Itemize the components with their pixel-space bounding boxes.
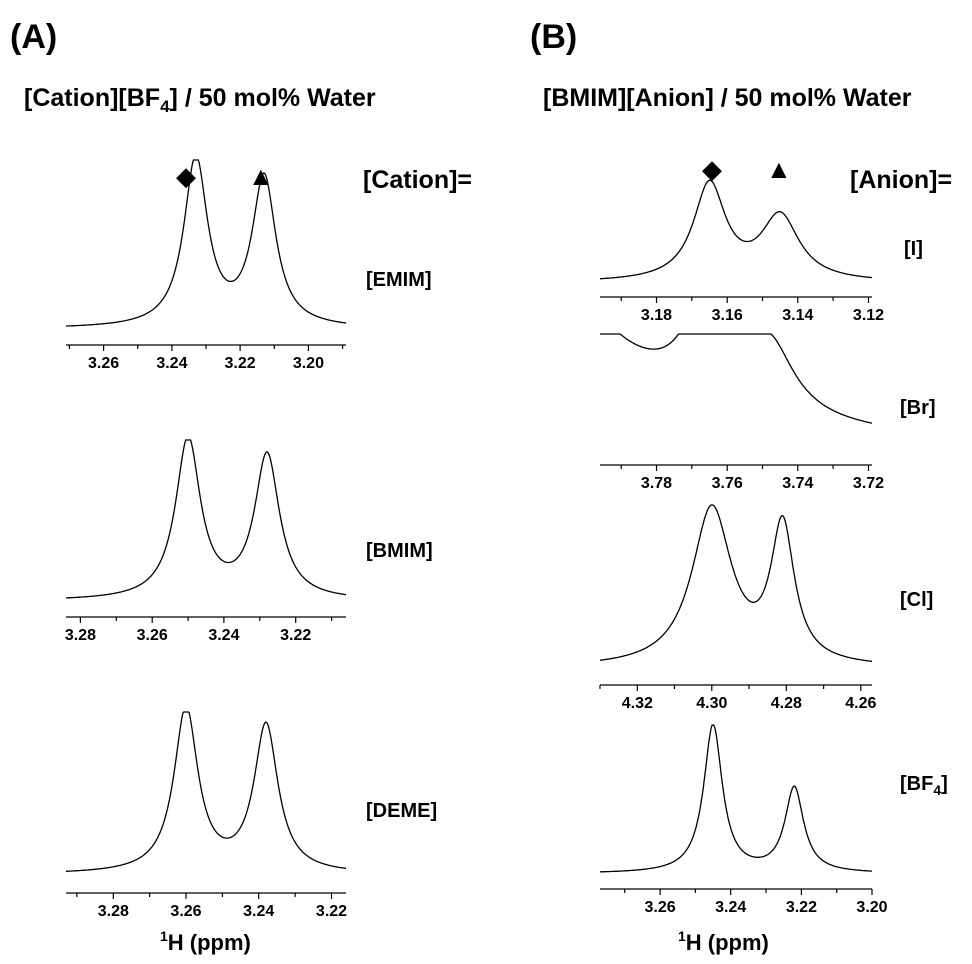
spectrum-emim: 3.26 3.24 3.22 3.20 [65, 159, 347, 372]
spectrum-tetrafluoroborate: 3.26 3.24 3.22 3.20 [599, 724, 888, 916]
tick-label: 3.20 [856, 899, 887, 916]
tick-label: 3.72 [853, 475, 884, 492]
spectrum-bromide: 3.78 3.76 3.74 3.72 [600, 333, 884, 492]
panel-b-x-axis-label: 1H (ppm) [678, 928, 769, 955]
tick-label: 4.28 [771, 695, 802, 712]
tick-label: 3.26 [645, 899, 676, 916]
tick-label: 4.32 [622, 695, 653, 712]
tick-label: 3.24 [208, 627, 239, 644]
spectrum-iodide: 3.18 3.16 3.14 3.12 [599, 179, 884, 324]
tick-label: 3.26 [170, 903, 201, 920]
panel-a-letter: (A) [10, 18, 57, 56]
panel-a-series-header: [Cation]= [363, 166, 472, 194]
spectrum-trace [599, 179, 873, 280]
tick-label: 3.22 [316, 903, 347, 920]
spectrum-trace [600, 333, 873, 424]
panel-b-triangle-marker: ▲ [766, 154, 792, 184]
tick-label: 3.22 [786, 899, 817, 916]
tick-label: 3.24 [715, 899, 746, 916]
spectrum-chloride: 4.32 4.30 4.28 4.26 [599, 504, 876, 712]
tick-label: 4.30 [696, 695, 727, 712]
spectrum-trace [599, 504, 872, 662]
tick-label: 3.28 [65, 627, 96, 644]
tick-label: 3.76 [712, 475, 743, 492]
tick-label: 3.26 [137, 627, 168, 644]
tick-label: 3.24 [243, 903, 274, 920]
tick-label: 3.24 [156, 355, 187, 372]
panel-b-letter: (B) [530, 18, 577, 56]
tick-label: 3.12 [853, 307, 884, 324]
spectrum-trace [65, 159, 347, 327]
tick-label: 3.78 [641, 475, 672, 492]
tick-label: 3.16 [712, 307, 743, 324]
panel-a-triangle-marker: ▲ [248, 161, 274, 191]
sample-label-emim: [EMIM] [366, 269, 432, 291]
tick-label: 3.22 [225, 355, 256, 372]
tick-label: 3.26 [88, 355, 119, 372]
panel-a-x-axis-label: 1H (ppm) [160, 928, 251, 955]
sample-label-bromide: [Br] [900, 397, 936, 419]
spectrum-deme: 3.28 3.26 3.24 3.22 [66, 711, 347, 920]
tick-label: 3.22 [280, 627, 311, 644]
panel-b-title: [BMIM][Anion] / 50 mol% Water [543, 84, 912, 112]
spectrum-trace [599, 724, 872, 873]
tick-label: 3.20 [293, 355, 324, 372]
tick-label: 3.28 [98, 903, 129, 920]
sample-label-tetrafluoroborate: [BF4] [900, 773, 948, 798]
panel-a-title: [Cation][BF4] / 50 mol% Water [24, 84, 376, 116]
panel-b-series-header: [Anion]= [850, 166, 952, 194]
sample-label-chloride: [Cl] [900, 589, 933, 611]
tick-label: 4.26 [845, 695, 876, 712]
spectrum-bmim: 3.28 3.26 3.24 3.22 [65, 439, 347, 644]
spectrum-trace [66, 439, 347, 599]
tick-label: 3.18 [641, 307, 672, 324]
tick-label: 3.14 [782, 307, 813, 324]
sample-label-bmim: [BMIM] [366, 540, 433, 562]
spectrum-trace [66, 711, 347, 872]
sample-label-deme: [DEME] [366, 800, 437, 822]
panel-b-diamond-marker: ◆ [702, 154, 722, 184]
panel-a-diamond-marker: ◆ [176, 161, 196, 191]
sample-label-iodide: [I] [904, 238, 923, 260]
tick-label: 3.74 [782, 475, 813, 492]
